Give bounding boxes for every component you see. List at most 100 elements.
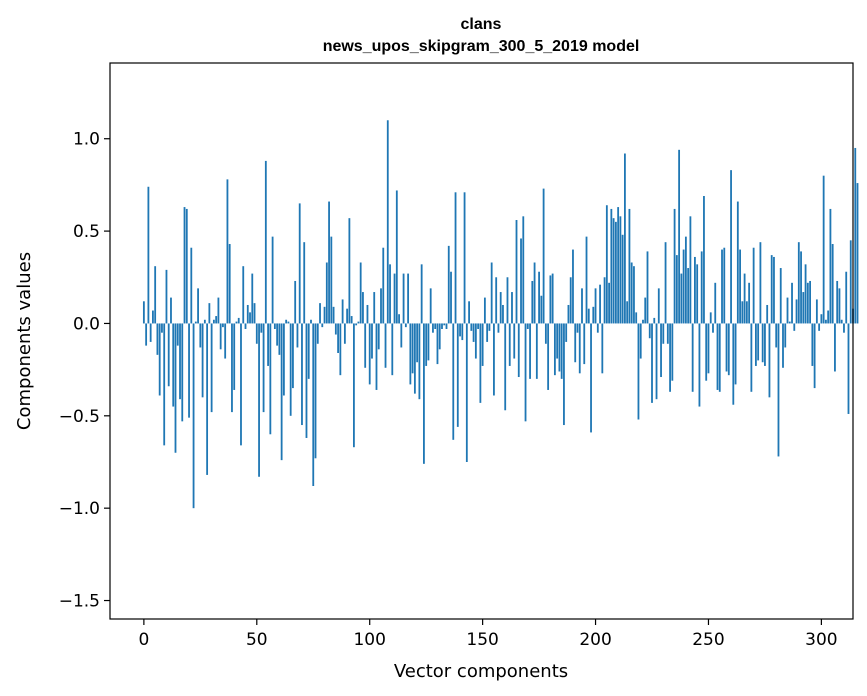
bar-222 <box>644 297 647 324</box>
bar-240 <box>684 236 687 324</box>
bar-166 <box>517 323 520 378</box>
bar-300 <box>820 314 823 324</box>
bar-186 <box>563 323 565 426</box>
bar-229 <box>660 323 662 378</box>
bar-9 <box>163 323 166 446</box>
bar-103 <box>375 323 378 390</box>
bar-17 <box>181 323 184 422</box>
bar-165 <box>515 220 518 324</box>
x-tick-label: 200 <box>579 630 611 650</box>
bar-135 <box>447 245 450 324</box>
bar-247 <box>700 251 703 324</box>
bar-6 <box>156 323 159 355</box>
bar-258 <box>725 323 728 372</box>
bar-230 <box>662 323 665 344</box>
bar-306 <box>834 323 836 372</box>
bar-242 <box>689 216 692 324</box>
bar-249 <box>705 323 708 381</box>
bar-15 <box>176 323 179 346</box>
bar-239 <box>682 249 685 324</box>
bar-304 <box>829 208 832 324</box>
x-axis-label: Vector components <box>394 661 568 682</box>
bar-146 <box>472 323 475 342</box>
bar-244 <box>694 256 696 324</box>
x-tick-label: 50 <box>246 630 268 650</box>
bar-168 <box>522 216 525 324</box>
bar-23 <box>194 321 197 324</box>
bar-160 <box>504 323 507 411</box>
bar-283 <box>782 323 784 368</box>
bar-193 <box>578 323 581 374</box>
bar-66 <box>292 323 294 389</box>
bar-7 <box>158 323 161 396</box>
bar-117 <box>407 273 410 324</box>
bar-164 <box>513 323 516 359</box>
y-tick-label: 0.5 <box>73 222 100 242</box>
bar-131 <box>438 323 441 350</box>
bar-171 <box>529 323 531 379</box>
bar-275 <box>764 323 766 366</box>
bar-274 <box>761 323 764 363</box>
bar-218 <box>635 312 638 324</box>
x-tick-label: 300 <box>805 630 837 650</box>
bar-272 <box>757 323 760 361</box>
bar-89 <box>343 323 346 344</box>
bar-278 <box>770 255 773 324</box>
bar-51 <box>258 323 260 477</box>
bar-104 <box>377 323 380 350</box>
y-tick-label: 1.0 <box>73 130 100 150</box>
bar-215 <box>628 208 631 324</box>
bar-252 <box>712 323 714 333</box>
bar-154 <box>490 262 493 324</box>
bar-141 <box>461 323 464 341</box>
bar-312 <box>847 323 850 414</box>
bar-22 <box>192 323 195 509</box>
bar-61 <box>280 323 283 461</box>
bar-47 <box>249 312 251 324</box>
bar-210 <box>617 207 620 324</box>
bar-45 <box>244 323 247 329</box>
bar-149 <box>479 323 482 403</box>
bar-97 <box>362 292 364 324</box>
bar-196 <box>585 236 588 324</box>
bar-122 <box>418 323 421 400</box>
bar-265 <box>741 301 744 324</box>
bar-159 <box>502 304 504 324</box>
bar-125 <box>425 323 428 366</box>
bar-28 <box>206 323 209 475</box>
bar-group <box>142 120 859 509</box>
bar-2 <box>147 186 150 324</box>
bar-295 <box>809 280 811 324</box>
bar-205 <box>605 205 608 324</box>
x-tick-label: 250 <box>692 630 724 650</box>
x-tick-label: 150 <box>466 630 498 650</box>
bar-208 <box>612 218 615 324</box>
bar-245 <box>696 264 699 324</box>
bar-130 <box>436 323 439 365</box>
bar-42 <box>237 317 240 324</box>
bar-144 <box>468 301 470 324</box>
bar-5 <box>154 266 157 324</box>
bar-201 <box>596 323 599 333</box>
bar-150 <box>481 323 484 366</box>
bar-32 <box>215 316 218 324</box>
bar-86 <box>337 323 339 353</box>
bar-293 <box>804 264 807 324</box>
bar-219 <box>637 323 640 420</box>
bar-24 <box>197 288 199 324</box>
bar-310 <box>843 323 845 333</box>
bar-179 <box>547 323 550 390</box>
bar-114 <box>400 323 403 348</box>
bar-132 <box>441 323 443 329</box>
bar-21 <box>190 247 193 324</box>
bar-96 <box>359 262 362 324</box>
bar-158 <box>499 292 502 324</box>
bar-236 <box>675 255 678 324</box>
bar-268 <box>748 282 751 324</box>
bar-232 <box>666 323 669 344</box>
bar-254 <box>716 323 719 390</box>
bar-145 <box>470 323 473 331</box>
bar-13 <box>172 323 175 407</box>
bar-31 <box>212 319 215 324</box>
bar-287 <box>791 282 793 324</box>
